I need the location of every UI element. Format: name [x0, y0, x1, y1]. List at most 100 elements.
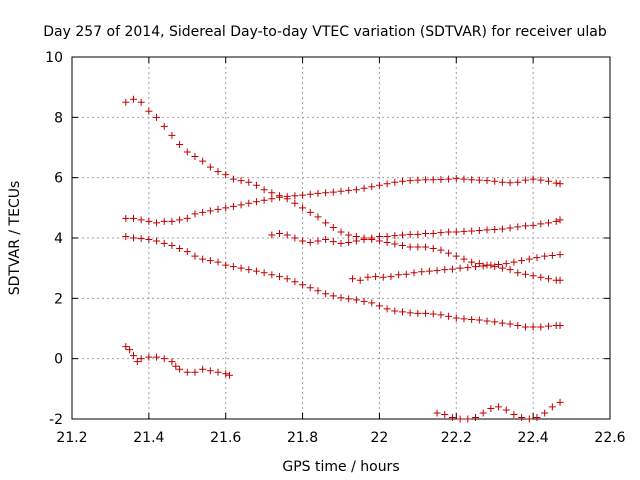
data-point: [206, 207, 214, 215]
data-point: [391, 240, 399, 248]
x-tick-label: 22.4: [518, 430, 549, 446]
data-point: [521, 323, 529, 331]
data-point: [137, 98, 145, 106]
data-point: [510, 410, 518, 418]
data-point: [545, 275, 553, 283]
data-point: [556, 180, 564, 188]
data-point: [414, 309, 422, 317]
data-point: [537, 323, 545, 331]
data-point: [276, 273, 284, 281]
data-point: [229, 202, 237, 210]
data-point: [464, 415, 472, 423]
data-point: [299, 237, 307, 245]
data-point: [206, 367, 214, 375]
data-point: [537, 273, 545, 281]
data-point: [183, 148, 191, 156]
data-point: [437, 311, 445, 319]
data-point: [498, 225, 506, 233]
data-point: [475, 260, 483, 268]
data-point: [345, 239, 353, 247]
data-point: [199, 208, 207, 216]
data-point: [129, 214, 137, 222]
data-point: [260, 269, 268, 277]
data-point: [406, 243, 414, 251]
data-point: [252, 198, 260, 206]
y-axis-label: SDTVAR / TECUs: [7, 181, 23, 296]
data-point: [514, 321, 522, 329]
data-point: [183, 214, 191, 222]
data-point: [502, 260, 510, 268]
data-point: [548, 403, 556, 411]
data-point: [452, 314, 460, 322]
data-point: [495, 403, 503, 411]
data-point: [226, 371, 234, 379]
data-point: [153, 113, 161, 121]
data-point: [345, 231, 353, 239]
data-point: [518, 257, 526, 265]
data-point: [306, 208, 314, 216]
data-point: [521, 270, 529, 278]
data-point: [252, 267, 260, 275]
data-point: [276, 229, 284, 237]
data-point: [468, 258, 476, 266]
data-point: [191, 210, 199, 218]
y-tick-label: -2: [49, 412, 63, 428]
data-point: [291, 278, 299, 286]
data-point: [352, 237, 360, 245]
data-point: [222, 204, 230, 212]
data-point: [541, 252, 549, 260]
data-point: [276, 193, 284, 201]
data-point: [506, 320, 514, 328]
data-point: [498, 264, 506, 272]
series-s5: [349, 251, 564, 284]
data-point: [422, 309, 430, 317]
data-point: [491, 263, 499, 271]
data-point: [306, 190, 314, 198]
data-point: [418, 268, 426, 276]
data-markers: [122, 95, 564, 423]
data-point: [291, 199, 299, 207]
data-point: [472, 263, 479, 271]
data-point: [491, 226, 499, 234]
data-point: [437, 175, 445, 183]
data-point: [322, 219, 330, 227]
data-point: [495, 261, 503, 269]
x-tick-label: 22.2: [441, 430, 472, 446]
data-point: [545, 219, 553, 227]
data-point: [525, 415, 533, 423]
data-point: [153, 237, 161, 245]
data-point: [375, 181, 383, 189]
data-point: [445, 228, 453, 236]
data-point: [329, 292, 337, 300]
data-point: [452, 175, 460, 183]
data-point: [160, 122, 168, 130]
data-point: [153, 219, 161, 227]
data-point: [387, 273, 395, 281]
chart-title: Day 257 of 2014, Sidereal Day-to-day VTE…: [43, 24, 607, 40]
data-point: [475, 176, 483, 184]
data-point: [441, 410, 449, 418]
data-point: [222, 370, 230, 378]
data-point: [433, 267, 441, 275]
data-point: [383, 180, 391, 188]
data-point: [556, 398, 564, 406]
data-point: [260, 196, 268, 204]
data-point: [556, 276, 564, 284]
data-point: [552, 217, 560, 225]
data-point: [145, 236, 153, 244]
plot-frame: [71, 56, 611, 420]
data-point: [191, 153, 199, 161]
data-point: [299, 281, 307, 289]
data-point: [356, 276, 364, 284]
data-point: [372, 273, 380, 281]
data-point: [456, 415, 464, 423]
data-point: [398, 231, 406, 239]
series-s4: [268, 216, 564, 247]
data-point: [375, 302, 383, 310]
data-point: [229, 263, 237, 271]
data-point: [122, 214, 130, 222]
data-point: [502, 406, 510, 414]
data-point: [360, 236, 368, 244]
data-point: [437, 246, 445, 254]
